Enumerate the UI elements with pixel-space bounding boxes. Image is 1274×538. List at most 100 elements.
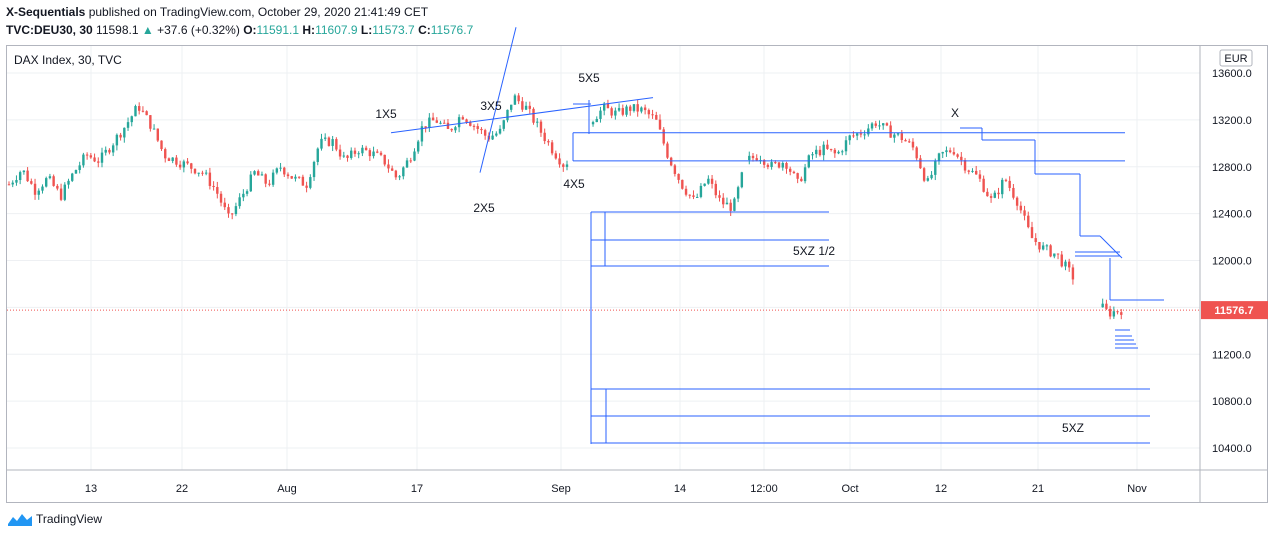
candle-body bbox=[309, 177, 312, 188]
candle-body bbox=[870, 123, 874, 129]
candle-body bbox=[231, 213, 234, 215]
currency-label: EUR bbox=[1224, 53, 1247, 65]
candle-body bbox=[934, 161, 937, 175]
candle-body bbox=[331, 139, 334, 146]
x-tick-label: Sep bbox=[551, 483, 571, 495]
candle-body bbox=[532, 108, 535, 123]
candle-body bbox=[610, 108, 613, 116]
currency-box[interactable] bbox=[1219, 49, 1253, 67]
annotation-label: 4X5 bbox=[563, 177, 585, 191]
candle-body bbox=[346, 155, 349, 158]
candle-body bbox=[837, 151, 840, 154]
candle-body bbox=[762, 160, 766, 165]
candle-body bbox=[978, 174, 982, 179]
candle-body bbox=[85, 154, 89, 156]
close-value: 11576.7 bbox=[430, 23, 474, 37]
candle-body bbox=[48, 176, 52, 179]
candle-body bbox=[1105, 303, 1108, 309]
trendline-steep[interactable] bbox=[479, 27, 517, 173]
candle-body bbox=[1064, 261, 1067, 267]
candle-body bbox=[97, 161, 100, 163]
candle-body bbox=[945, 150, 948, 153]
annotation-label: 3X5 bbox=[480, 99, 502, 113]
candle-body bbox=[1116, 311, 1119, 313]
candle-body bbox=[1068, 261, 1071, 268]
candle-body bbox=[405, 160, 409, 168]
candle-body bbox=[614, 110, 617, 116]
candle-body bbox=[547, 141, 550, 143]
level-connector[interactable] bbox=[1099, 235, 1123, 259]
candle-body bbox=[993, 192, 996, 198]
candle-body bbox=[476, 126, 479, 129]
candle-body bbox=[361, 147, 364, 154]
candle-body bbox=[1049, 245, 1052, 257]
candle-body bbox=[822, 144, 825, 156]
last-value: 11598.1 bbox=[96, 23, 139, 37]
candle-body bbox=[1034, 238, 1037, 242]
candle-body bbox=[565, 164, 569, 167]
x-tick-label: 13 bbox=[85, 483, 97, 495]
candle-body bbox=[126, 122, 130, 128]
candle-body bbox=[796, 173, 799, 179]
candle-body bbox=[718, 195, 721, 198]
candle-body bbox=[469, 122, 472, 126]
candle-body bbox=[885, 123, 889, 126]
chart-frame[interactable] bbox=[6, 45, 1268, 503]
candle-body bbox=[18, 172, 22, 181]
candle-body bbox=[457, 117, 461, 128]
candle-body bbox=[134, 106, 137, 117]
candle-body bbox=[7, 184, 11, 186]
candle-body bbox=[710, 178, 714, 184]
candle-body bbox=[219, 193, 223, 203]
candle-body bbox=[818, 149, 822, 156]
last-price-tag bbox=[1201, 301, 1268, 320]
tradingview-logo[interactable]: TradingView bbox=[8, 512, 102, 526]
candle-body bbox=[554, 153, 558, 159]
candle-body bbox=[138, 106, 141, 111]
candle-body bbox=[792, 171, 796, 174]
candle-body bbox=[971, 170, 974, 172]
candle-body bbox=[152, 128, 156, 130]
candle-body bbox=[111, 145, 115, 153]
candle-body bbox=[740, 172, 744, 188]
high-value: 11607.9 bbox=[315, 23, 358, 37]
open-label: O: bbox=[243, 23, 257, 37]
candle-body bbox=[599, 110, 602, 119]
candle-body bbox=[755, 158, 758, 161]
candle-body bbox=[908, 141, 911, 143]
candle-body bbox=[424, 126, 427, 128]
author-name[interactable]: X-Sequentials bbox=[6, 5, 86, 19]
candle-body bbox=[543, 132, 546, 142]
candle-body bbox=[294, 176, 297, 179]
candle-body bbox=[82, 154, 85, 166]
candle-body bbox=[867, 128, 870, 135]
candle-body bbox=[387, 164, 390, 169]
annotation-label: X bbox=[951, 106, 959, 120]
candle-body bbox=[338, 149, 342, 157]
candle-body bbox=[986, 191, 989, 197]
candle-body bbox=[722, 197, 725, 205]
candle-body bbox=[714, 183, 717, 196]
candle-body bbox=[863, 134, 866, 136]
candle-body bbox=[420, 126, 424, 142]
candle-body bbox=[841, 151, 844, 153]
candle-body bbox=[1023, 210, 1026, 216]
close-label: C: bbox=[418, 23, 431, 37]
candle-body bbox=[666, 143, 669, 158]
candle-body bbox=[521, 101, 524, 110]
candle-body bbox=[26, 170, 29, 182]
candle-body bbox=[1004, 179, 1008, 181]
candle-body bbox=[956, 154, 959, 157]
candle-body bbox=[673, 165, 677, 174]
candle-body bbox=[238, 197, 241, 207]
candle-body bbox=[777, 162, 781, 168]
candle-body bbox=[550, 142, 554, 154]
candle-body bbox=[145, 111, 148, 116]
candle-body bbox=[829, 148, 833, 150]
trendline-upper[interactable] bbox=[390, 97, 654, 134]
candle-body bbox=[316, 148, 319, 162]
candle-body bbox=[1041, 245, 1045, 250]
change-value: +37.6 (+0.32%) bbox=[157, 23, 240, 37]
candle-body bbox=[1012, 187, 1015, 198]
